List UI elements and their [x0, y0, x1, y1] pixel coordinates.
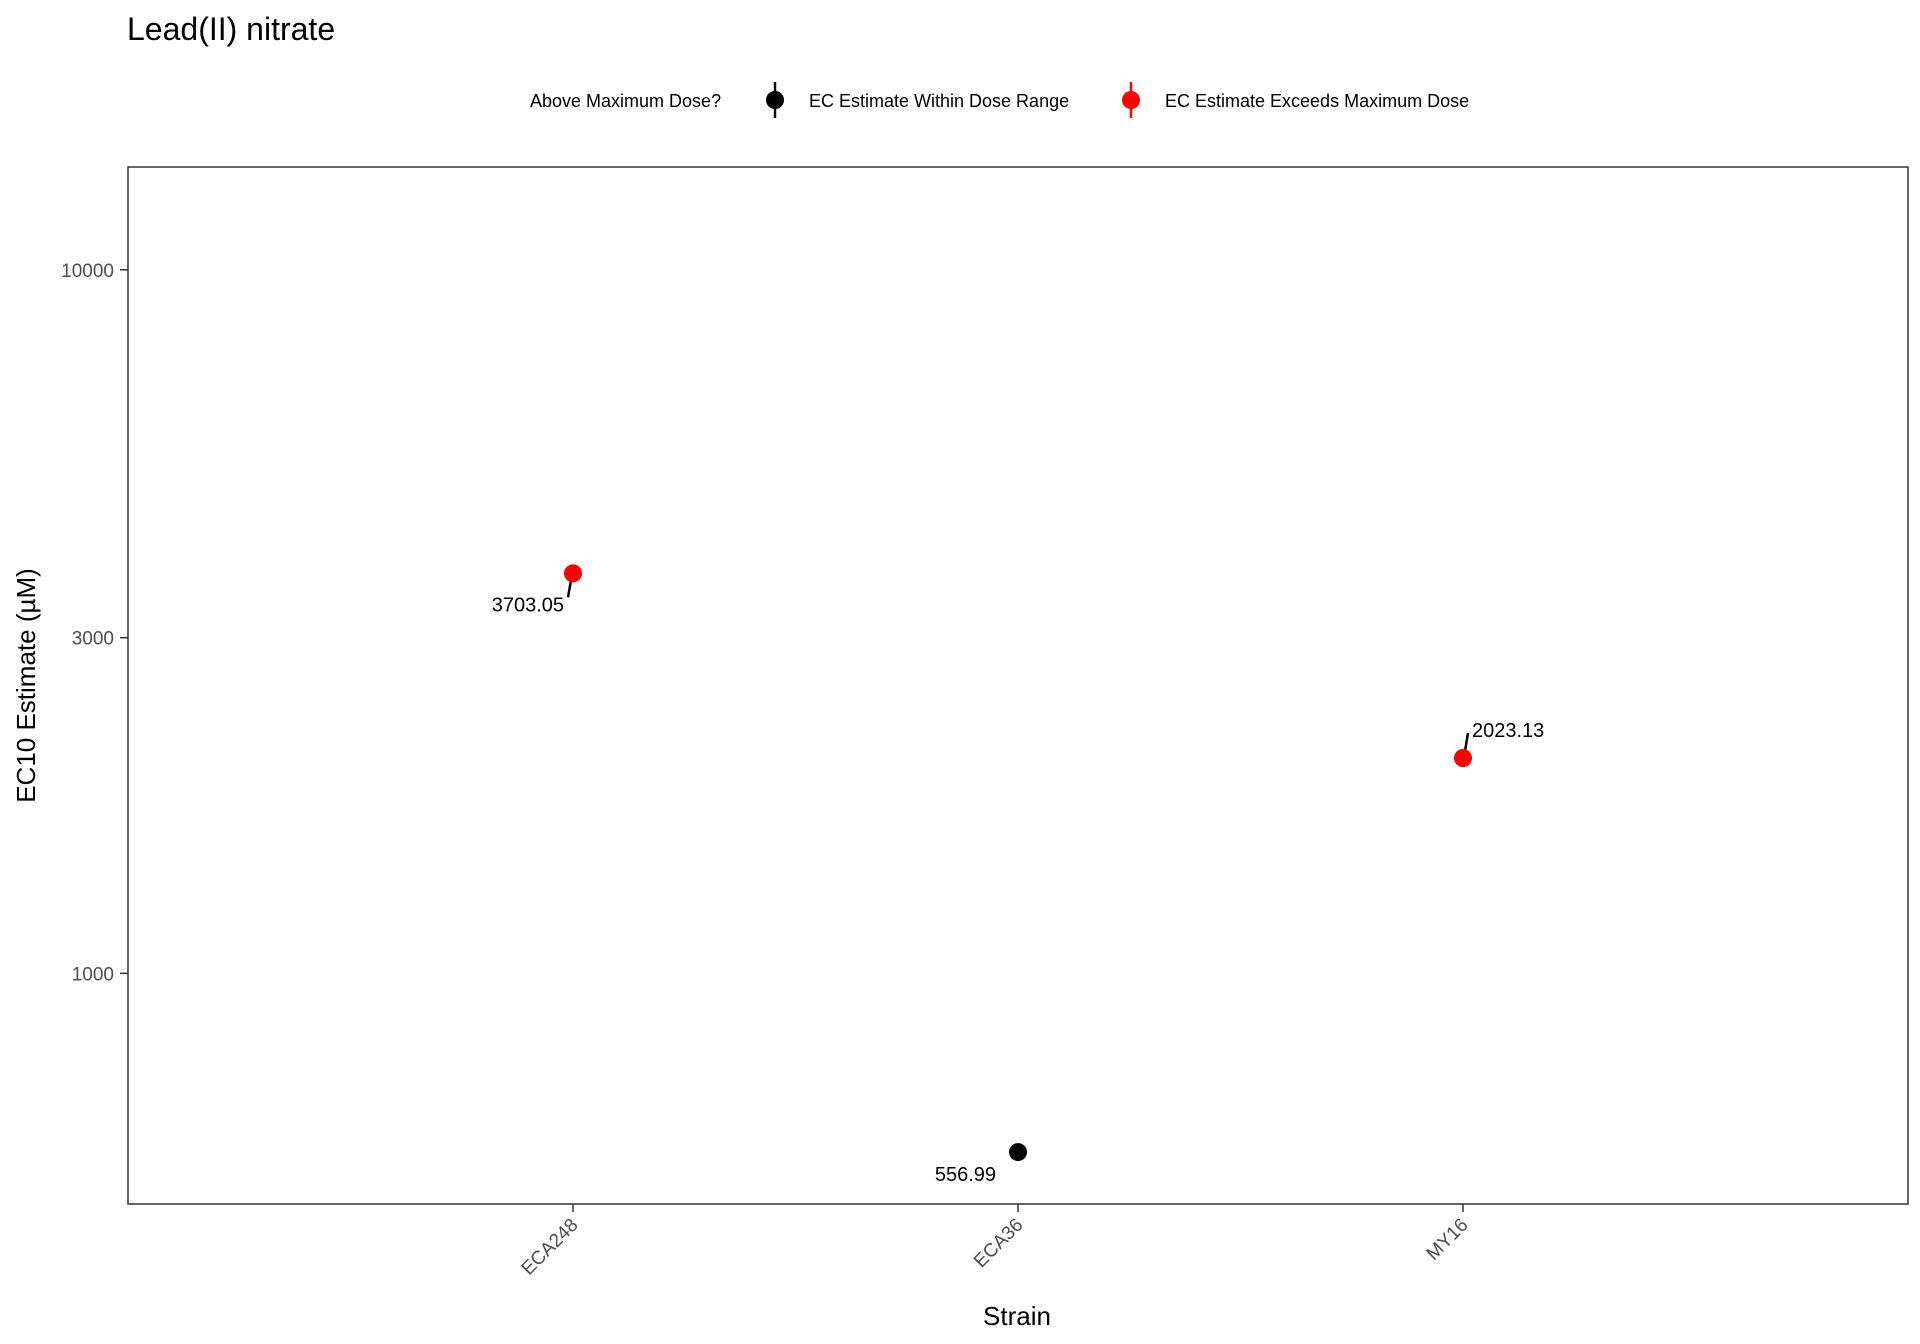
chart-title: Lead(II) nitrate [127, 11, 335, 47]
point-marker [1009, 1143, 1027, 1162]
legend-title: Above Maximum Dose? [530, 91, 721, 111]
y-axis: 1000 3000 10000 [61, 261, 128, 985]
data-point-ECA248: 3703.05 [492, 564, 582, 616]
x-tick-label-0: ECA248 [518, 1215, 583, 1280]
y-tick-label-2: 10000 [61, 261, 114, 282]
label-leader-line [566, 580, 573, 598]
label-leader-line [1463, 732, 1470, 752]
y-axis-title: EC10 Estimate (µM) [11, 568, 41, 803]
legend-entry-label-1: EC Estimate Exceeds Maximum Dose [1165, 91, 1469, 111]
x-axis: ECA248 ECA36 MY16 [518, 1204, 1473, 1280]
point-value-label: 2023.13 [1472, 720, 1544, 742]
legend-key-dot-0 [766, 91, 784, 109]
legend-key-dot-1 [1122, 91, 1140, 109]
x-tick-label-2: MY16 [1423, 1215, 1473, 1265]
plot-panel [127, 166, 1909, 1205]
data-point-MY16: 2023.13 [1454, 720, 1544, 768]
point-value-label: 3703.05 [492, 594, 564, 616]
point-marker [564, 564, 582, 583]
x-tick-label-1: ECA36 [970, 1215, 1027, 1272]
point-marker [1454, 749, 1472, 768]
y-tick-label-1: 3000 [72, 629, 114, 650]
y-tick-label-0: 1000 [72, 964, 114, 985]
legend-entry-label-0: EC Estimate Within Dose Range [809, 91, 1069, 111]
point-value-label: 556.99 [935, 1164, 996, 1186]
data-point-ECA36: 556.99 [935, 1143, 1027, 1186]
x-axis-title: Strain [983, 1301, 1051, 1331]
legend: Above Maximum Dose? EC Estimate Within D… [530, 82, 1469, 118]
points-layer: 3703.05 556.99 2023.13 [492, 564, 1544, 1186]
